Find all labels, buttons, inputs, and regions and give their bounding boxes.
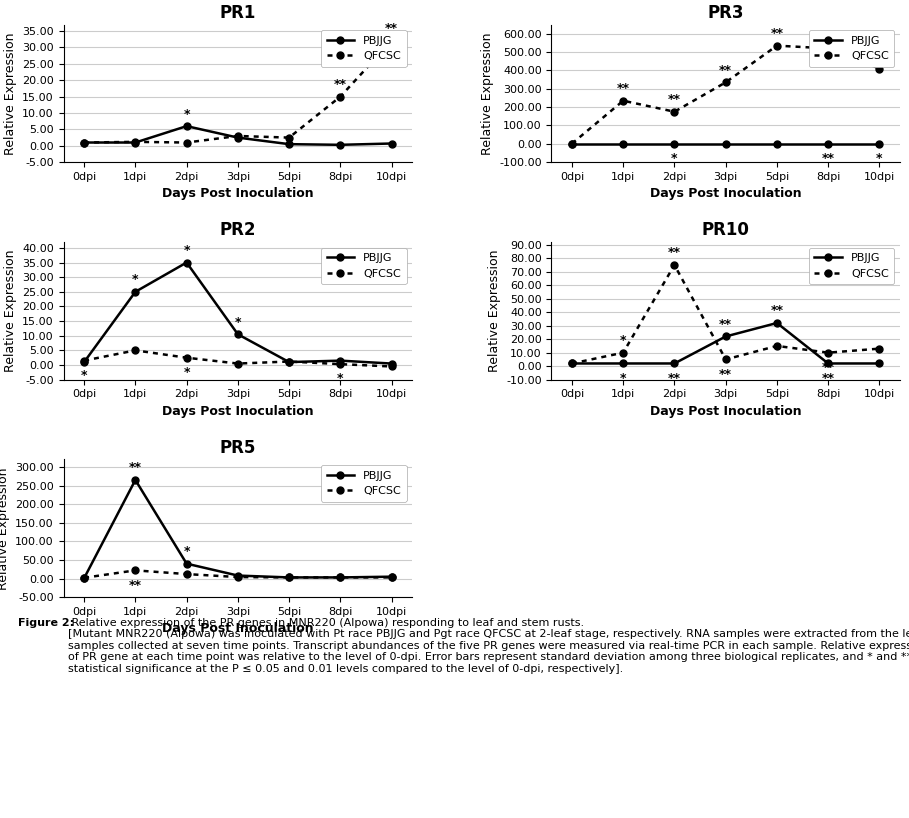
Text: Relative expression of the PR genes in MNR220 (Alpowa) responding to leaf and st: Relative expression of the PR genes in M… <box>68 618 909 674</box>
Y-axis label: Relative Expression: Relative Expression <box>481 32 494 155</box>
Text: **: ** <box>771 27 784 40</box>
Title: PR10: PR10 <box>702 221 750 239</box>
X-axis label: Days Post Inoculation: Days Post Inoculation <box>162 622 314 636</box>
Text: **: ** <box>719 318 732 331</box>
Text: **: ** <box>822 361 834 374</box>
Text: **: ** <box>873 50 886 63</box>
Text: *: * <box>184 545 190 558</box>
Text: **: ** <box>334 79 347 91</box>
Text: *: * <box>81 369 87 382</box>
Title: PR2: PR2 <box>220 221 256 239</box>
Text: *: * <box>184 108 190 120</box>
Y-axis label: Relative Expression: Relative Expression <box>4 32 16 155</box>
Text: *: * <box>184 244 190 257</box>
Text: **: ** <box>822 152 834 165</box>
Text: *: * <box>876 345 883 358</box>
Text: **: ** <box>822 371 834 384</box>
X-axis label: Days Post Inoculation: Days Post Inoculation <box>162 405 314 418</box>
Y-axis label: Relative Expression: Relative Expression <box>4 249 16 372</box>
Text: **: ** <box>129 461 142 474</box>
Text: *: * <box>620 335 626 347</box>
Text: **: ** <box>822 30 834 43</box>
Y-axis label: Relative Expression: Relative Expression <box>0 467 10 590</box>
Legend: PBJJG, QFCSC: PBJJG, QFCSC <box>321 30 406 67</box>
Text: *: * <box>876 152 883 165</box>
Text: *: * <box>671 152 678 165</box>
X-axis label: Days Post Inoculation: Days Post Inoculation <box>650 405 802 418</box>
Text: *: * <box>132 273 138 286</box>
Text: *: * <box>337 372 344 385</box>
Text: **: ** <box>668 93 681 106</box>
Legend: PBJJG, QFCSC: PBJJG, QFCSC <box>321 248 406 284</box>
Legend: PBJJG, QFCSC: PBJJG, QFCSC <box>321 465 406 501</box>
Text: **: ** <box>616 82 630 95</box>
Text: *: * <box>235 316 241 329</box>
Title: PR3: PR3 <box>707 3 744 21</box>
Text: *: * <box>184 366 190 379</box>
Title: PR5: PR5 <box>220 438 256 456</box>
Text: Figure 2:: Figure 2: <box>18 618 75 627</box>
Text: **: ** <box>385 22 398 35</box>
X-axis label: Days Post Inoculation: Days Post Inoculation <box>650 187 802 200</box>
Text: **: ** <box>668 246 681 259</box>
Text: **: ** <box>668 371 681 384</box>
X-axis label: Days Post Inoculation: Days Post Inoculation <box>162 187 314 200</box>
Legend: PBJJG, QFCSC: PBJJG, QFCSC <box>809 30 894 67</box>
Y-axis label: Relative Expression: Relative Expression <box>487 249 501 372</box>
Text: **: ** <box>129 578 142 591</box>
Text: *: * <box>620 371 626 384</box>
Text: **: ** <box>719 64 732 77</box>
Text: **: ** <box>771 304 784 317</box>
Legend: PBJJG, QFCSC: PBJJG, QFCSC <box>809 248 894 284</box>
Title: PR1: PR1 <box>220 3 256 21</box>
Text: **: ** <box>719 367 732 380</box>
